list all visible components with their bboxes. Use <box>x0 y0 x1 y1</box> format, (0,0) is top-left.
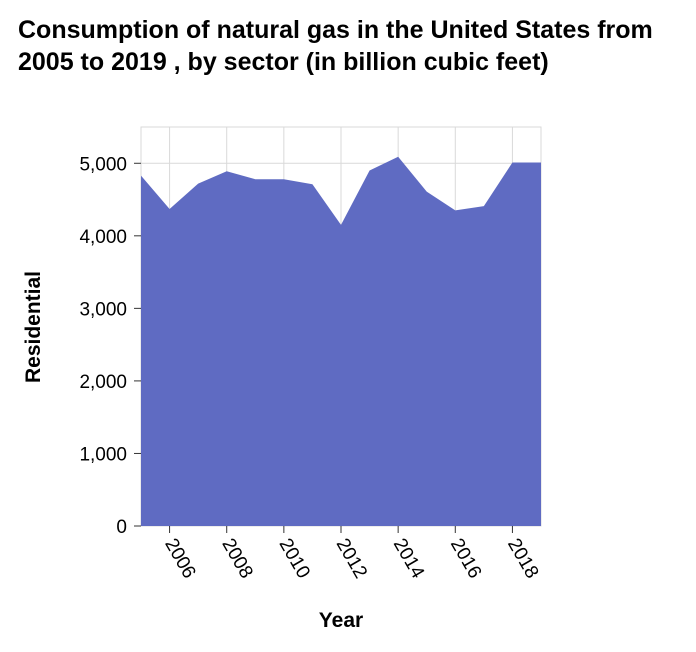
y-axis-ticks: 0 1,000 2,000 3,000 4,000 5,000 <box>79 154 141 538</box>
x-tick-label: 2010 <box>275 535 314 582</box>
x-tick-label: 2016 <box>446 535 485 582</box>
x-axis-label: Year <box>319 609 363 632</box>
y-tick-label: 3,000 <box>79 299 127 320</box>
y-axis-label: Residential <box>22 271 45 383</box>
y-tick-label: 2,000 <box>79 372 127 393</box>
x-tick-label: 2006 <box>160 535 199 582</box>
x-tick-label: 2012 <box>332 535 371 582</box>
x-tick-label: 2018 <box>503 535 542 582</box>
y-tick-label: 4,000 <box>79 227 127 248</box>
y-tick-label: 5,000 <box>79 154 127 175</box>
y-tick-label: 0 <box>116 517 127 538</box>
chart-title: Consumption of natural gas in the United… <box>18 16 653 76</box>
x-tick-label: 2008 <box>217 535 256 582</box>
residential-area <box>141 156 541 526</box>
x-axis-ticks: 2006 2008 2010 2012 2014 2016 2018 <box>160 526 542 582</box>
x-tick-label: 2014 <box>389 535 429 582</box>
y-tick-label: 1,000 <box>79 444 127 465</box>
